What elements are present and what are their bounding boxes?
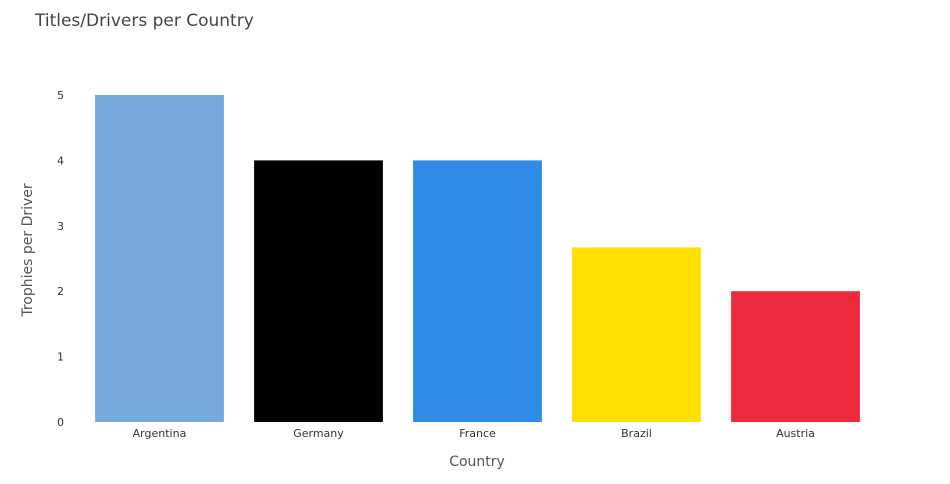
bar-brazil [572,247,701,422]
y-tick-label: 0 [57,416,64,429]
y-tick-label: 1 [57,351,64,364]
y-axis-ticks: 0 1 2 3 4 5 [57,89,64,429]
bars [95,95,860,422]
y-tick-label: 3 [57,220,64,233]
x-axis-label: Country [449,454,505,470]
x-tick-label: Argentina [133,427,187,440]
y-tick-label: 5 [57,89,64,102]
x-tick-label: Germany [293,427,344,440]
bar-austria [731,291,860,422]
y-axis-label: Trophies per Driver [20,183,36,318]
bar-germany [254,160,383,422]
bar-france [413,160,542,422]
chart-title: Titles/Drivers per Country [35,11,254,31]
y-tick-label: 2 [57,285,64,298]
x-tick-label: Austria [776,427,815,440]
x-tick-label: Brazil [621,427,652,440]
y-tick-label: 4 [57,154,64,167]
x-axis-ticks: Argentina Germany France Brazil Austria [133,427,815,440]
x-tick-label: France [459,427,496,440]
bar-argentina [95,95,224,422]
